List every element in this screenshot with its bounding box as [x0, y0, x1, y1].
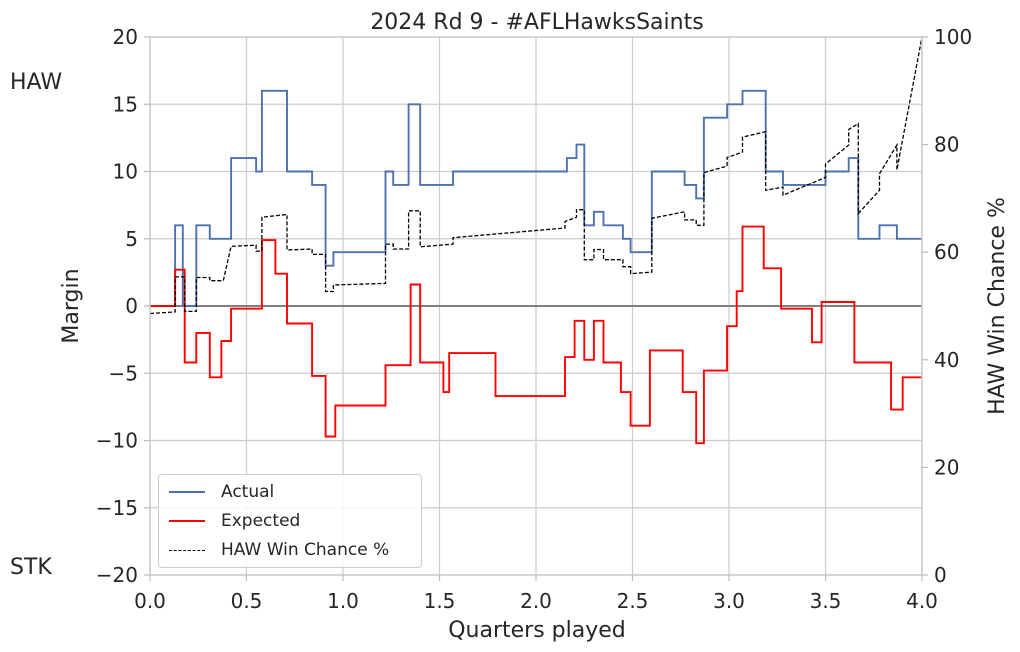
x-tick-label: 1.0 [327, 589, 359, 613]
legend-item-win-chance: HAW Win Chance % [169, 539, 389, 561]
y-tick-label: 5 [125, 227, 138, 251]
legend-swatch-expected [169, 520, 205, 522]
y2-tick-label: 80 [934, 133, 959, 157]
series-layer [149, 36, 923, 445]
chart-title: 2024 Rd 9 - #AFLHawksSaints [370, 10, 703, 35]
y2-tick-label: 20 [934, 455, 959, 479]
y2-tick-label: 40 [934, 348, 959, 372]
y2-tick-label: 60 [934, 240, 959, 264]
y-axis-label: Margin [59, 268, 84, 343]
bottom-team-label: STK [10, 555, 52, 580]
legend-swatch-win-chance [169, 549, 205, 551]
y2-axis-label: HAW Win Chance % [985, 197, 1010, 415]
legend-item-expected: Expected [169, 510, 300, 532]
y-tick-label: −15 [96, 496, 138, 520]
legend: Actual Expected HAW Win Chance % [158, 474, 422, 568]
x-tick-label: 1.5 [424, 589, 456, 613]
x-tick-label: 2.5 [617, 589, 649, 613]
x-tick-label: 4.0 [906, 589, 938, 613]
y-tick-label: −5 [109, 361, 138, 385]
y-tick-label: −10 [96, 429, 138, 453]
x-tick-label: 3.0 [713, 589, 745, 613]
y2-tick-label: 0 [934, 563, 947, 587]
series-line-actual [150, 89, 922, 307]
x-tick-label: 3.5 [810, 589, 842, 613]
legend-label-actual: Actual [221, 482, 275, 502]
x-tick-label: 2.0 [520, 589, 552, 613]
y-tick-label: 10 [113, 160, 138, 184]
y-tick-label: 0 [125, 294, 138, 318]
legend-item-actual: Actual [169, 481, 274, 503]
top-team-label: HAW [10, 70, 63, 95]
legend-label-win-chance: HAW Win Chance % [221, 540, 390, 560]
y-tick-label: 20 [113, 25, 138, 49]
y-tick-label: 15 [113, 92, 138, 116]
legend-swatch-actual [169, 491, 205, 493]
y2-tick-label: 100 [934, 25, 972, 49]
tick-labels: 0.0 0.5 1.0 1.5 2.0 2.5 3.0 3.5 4.0 −20 −15 −10 −5 0 5… [96, 25, 972, 613]
y-tick-label: −20 [96, 563, 138, 587]
legend-label-expected: Expected [221, 511, 301, 531]
series-line-expected [150, 225, 922, 445]
series-line-haw-win-chance [149, 36, 923, 315]
x-tick-label: 0.0 [134, 589, 166, 613]
x-tick-label: 0.5 [231, 589, 263, 613]
x-axis-label: Quarters played [448, 618, 626, 643]
